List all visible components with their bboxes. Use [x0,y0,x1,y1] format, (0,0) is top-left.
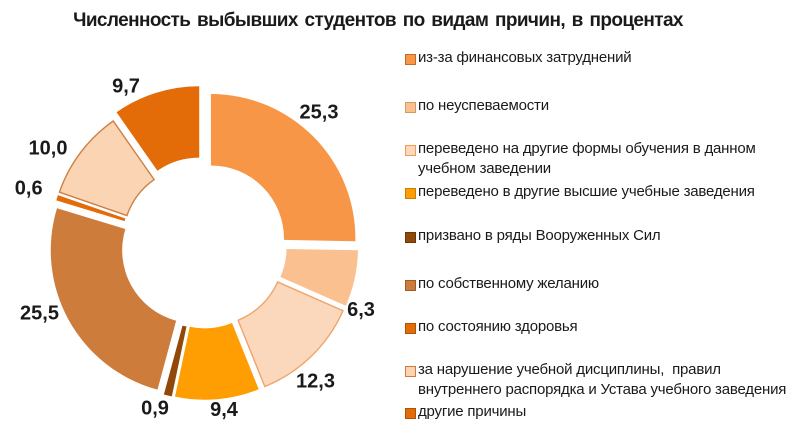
svg-text:0,6: 0,6 [15,178,43,200]
svg-text:25,5: 25,5 [20,303,59,325]
svg-text:9,4: 9,4 [210,399,239,421]
svg-text:12,3: 12,3 [296,371,335,393]
svg-text:9,7: 9,7 [112,76,140,98]
svg-text:6,3: 6,3 [347,299,375,321]
svg-text:25,3: 25,3 [300,102,339,124]
svg-text:0,9: 0,9 [141,398,169,420]
svg-text:10,0: 10,0 [29,138,68,160]
